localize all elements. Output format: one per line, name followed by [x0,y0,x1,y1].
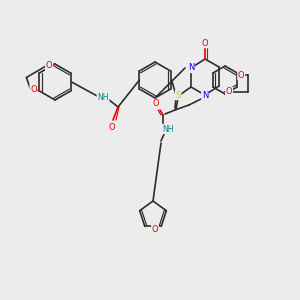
Text: O: O [153,100,159,109]
Text: NH: NH [97,92,109,101]
Text: N: N [188,64,194,73]
Text: O: O [109,122,115,131]
Text: O: O [202,38,208,47]
Text: NH: NH [162,124,174,134]
Text: O: O [30,85,37,94]
Text: S: S [176,91,181,100]
Text: O: O [238,70,244,80]
Text: N: N [202,91,208,100]
Text: O: O [152,225,158,234]
Text: O: O [226,88,232,97]
Text: O: O [46,61,52,70]
